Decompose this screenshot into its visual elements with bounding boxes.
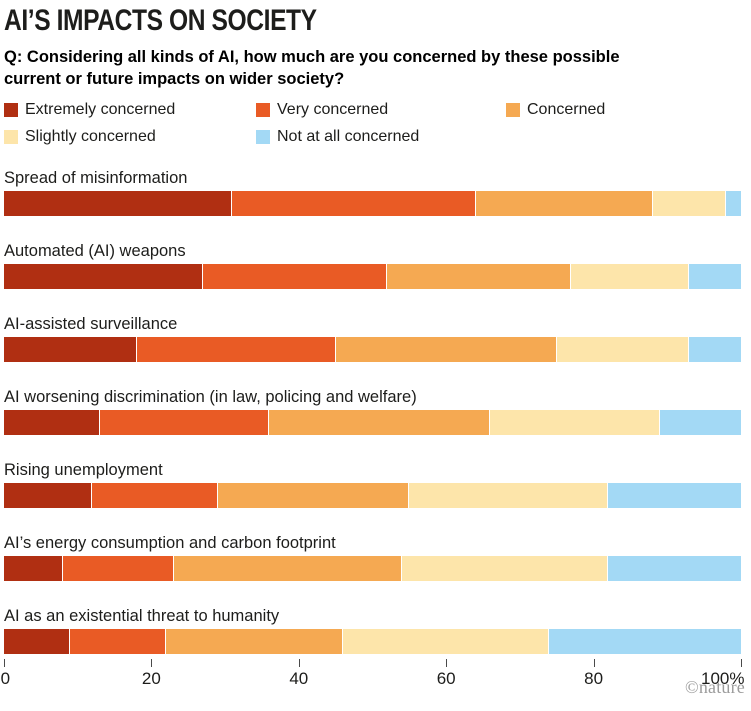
bar-row: Automated (AI) weapons [4,240,743,289]
bar-segment-slightly-concerned [343,629,550,654]
bar-segment-not-at-all-concerned [608,483,741,508]
source-credit: ©nature [684,677,745,697]
stacked-bar [4,483,741,508]
page-title: AI’S IMPACTS ON SOCIETY [4,4,317,37]
axis-tick-label: 40 [289,669,309,688]
bar-segment-extremely-concerned [4,337,137,362]
bar-category-label: Spread of misinformation [4,169,188,187]
bar-segment-not-at-all-concerned [689,337,741,362]
bar-segment-concerned [173,556,402,581]
legend-swatch-icon [506,103,520,117]
stacked-bar [4,410,741,435]
axis-tick-label: 20 [141,669,161,688]
legend: Extremely concerned Very concerned Concern… [4,99,747,148]
bar-row: AI-assisted surveillance [4,313,743,362]
bar-segment-slightly-concerned [571,264,690,289]
bar-segment-slightly-concerned [556,337,690,362]
legend-swatch-icon [4,103,18,117]
bar-segment-very-concerned [136,337,336,362]
stacked-bar [4,337,741,362]
stacked-bar [4,191,741,216]
bar-row: AI worsening discrimination (in law, pol… [4,386,743,435]
bar-segment-very-concerned [62,556,174,581]
bar-category-label: Rising unemployment [4,461,163,479]
legend-item: Very concerned [256,99,506,121]
bar-segment-concerned [475,191,653,216]
bar-segment-not-at-all-concerned [608,556,741,581]
bar-segment-not-at-all-concerned [689,264,741,289]
axis-tick [593,659,595,667]
legend-label: Concerned [527,101,606,118]
axis-tick [741,659,742,667]
bar-row: Spread of misinformation [4,167,743,216]
legend-label: Slightly concerned [25,128,156,145]
bar-category-label: AI’s energy consumption and carbon footp… [4,534,336,552]
bar-segment-not-at-all-concerned [549,629,741,654]
axis-tick-label: 80 [584,669,604,688]
bar-segment-extremely-concerned [4,556,63,581]
legend-item: Slightly concerned [4,126,256,148]
bar-segment-not-at-all-concerned [659,410,741,435]
bar-row: Rising unemployment [4,459,743,508]
bar-segment-very-concerned [232,191,476,216]
axis-tick [151,659,153,667]
stacked-bar-chart: Spread of misinformation Automated (AI) w… [4,167,743,654]
legend-item: Extremely concerned [4,99,256,121]
bar-segment-very-concerned [70,629,167,654]
bar-segment-concerned [166,629,343,654]
legend-swatch-icon [256,103,270,117]
axis-tick-label: 0 [0,669,11,688]
legend-item: Concerned [506,99,747,121]
bar-segment-concerned [217,483,410,508]
legend-label: Not at all concerned [277,128,420,145]
bar-row: AI’s energy consumption and carbon footp… [4,532,743,581]
bar-segment-extremely-concerned [4,483,93,508]
axis-tick [4,659,5,667]
legend-label: Very concerned [277,101,389,118]
bar-segment-not-at-all-concerned [726,191,741,216]
legend-swatch-icon [4,130,18,144]
stacked-bar [4,264,741,289]
bar-category-label: Automated (AI) weapons [4,242,186,260]
bar-segment-slightly-concerned [409,483,609,508]
bar-segment-slightly-concerned [652,191,727,216]
bar-segment-very-concerned [202,264,388,289]
bar-segment-concerned [269,410,491,435]
bar-segment-concerned [387,264,572,289]
bar-segment-extremely-concerned [4,191,233,216]
bar-segment-slightly-concerned [401,556,609,581]
legend-swatch-icon [256,130,270,144]
axis-tick-label: 100% [700,669,745,688]
bar-category-label: AI as an existential threat to humanity [4,607,280,625]
legend-item: Not at all concerned [256,126,506,148]
x-axis: 0 20 40 60 80 100% [0,659,745,693]
bar-row: AI as an existential threat to humanity [4,605,743,654]
bar-segment-very-concerned [99,410,270,435]
bar-segment-concerned [335,337,557,362]
bar-category-label: AI worsening discrimination (in law, pol… [4,388,417,406]
bar-segment-slightly-concerned [490,410,660,435]
axis-tick [446,659,448,667]
survey-question: Q: Considering all kinds of AI, how much… [4,48,620,88]
bar-segment-extremely-concerned [4,410,100,435]
axis-tick [298,659,300,667]
bar-category-label: AI-assisted surveillance [4,315,178,333]
bar-segment-extremely-concerned [4,264,203,289]
legend-label: Extremely concerned [25,101,176,118]
axis-tick-label: 60 [436,669,456,688]
stacked-bar [4,556,741,581]
stacked-bar [4,629,741,654]
bar-segment-very-concerned [92,483,218,508]
bar-segment-extremely-concerned [4,629,71,654]
